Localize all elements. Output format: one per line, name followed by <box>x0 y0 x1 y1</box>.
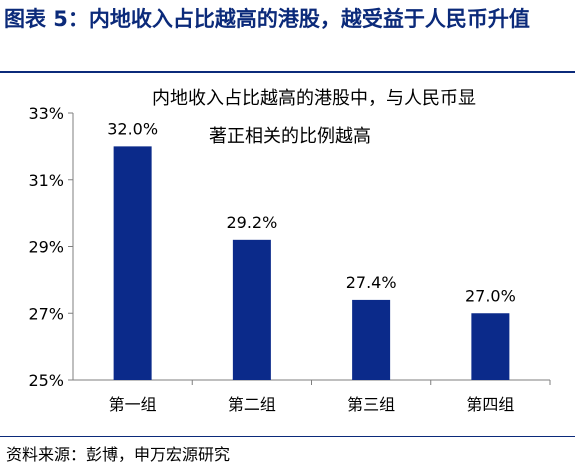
source-note: 资料来源：彭博，申万宏源研究 <box>6 445 231 464</box>
bar-value-label: 29.2% <box>226 213 277 232</box>
source-divider <box>0 436 575 437</box>
bar <box>232 239 271 380</box>
bar-chart: 25% 27% 29% 31% 33% 32.0% 第一组 29.2% 第二组 27.4% 第三组 2… <box>0 76 575 436</box>
x-category-label: 第四组 <box>466 395 514 414</box>
y-tick-label: 31% <box>28 171 64 190</box>
title-divider <box>0 71 575 73</box>
y-tick-label: 33% <box>28 104 64 123</box>
bar <box>113 146 152 380</box>
bar-value-label: 32.0% <box>107 119 158 138</box>
bar <box>352 299 391 380</box>
bar-value-label: 27.0% <box>465 286 516 305</box>
bar-value-label: 27.4% <box>346 273 397 292</box>
y-tick-label: 25% <box>28 371 64 390</box>
chart-annotation-line1: 内地收入占比越高的港股中，与人民币显 <box>152 88 476 109</box>
y-tick-label: 27% <box>28 304 64 323</box>
x-category-label: 第三组 <box>347 395 395 414</box>
y-tick-label: 29% <box>28 238 64 257</box>
x-category-label: 第二组 <box>228 395 276 414</box>
bar <box>471 313 510 380</box>
chart-annotation-line2: 著正相关的比例越高 <box>209 126 371 147</box>
figure-title: 图表 5：内地收入占比越高的港股，越受益于人民币升值 <box>4 7 530 31</box>
chart-svg: 25% 27% 29% 31% 33% 32.0% 第一组 29.2% 第二组 27.4% 第三组 2… <box>28 88 551 414</box>
x-category-label: 第一组 <box>109 395 157 414</box>
